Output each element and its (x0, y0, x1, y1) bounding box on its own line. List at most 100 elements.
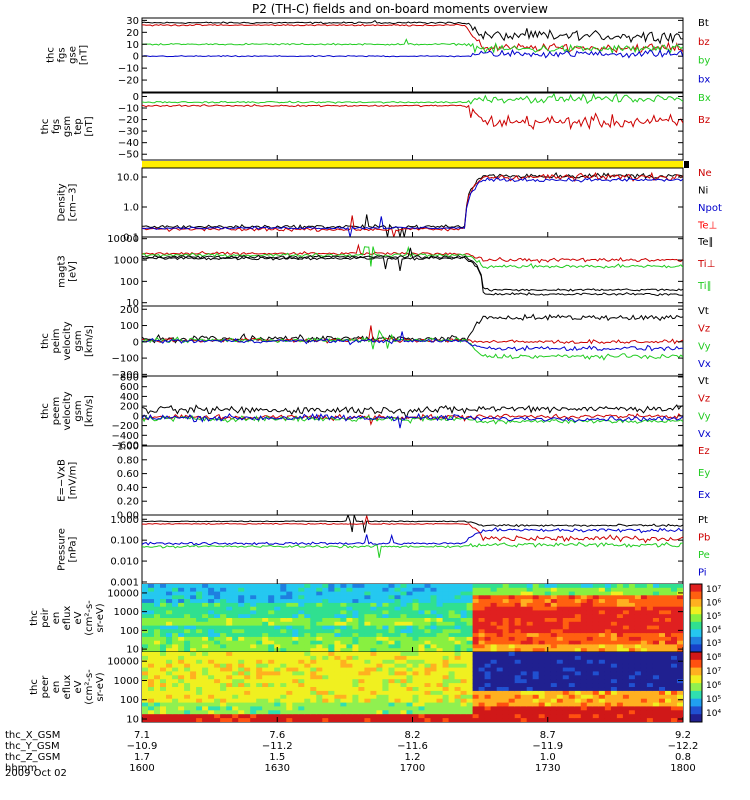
spectrogram-cell (610, 644, 618, 649)
spectrogram-cell (328, 621, 335, 627)
spectrogram-cell (268, 679, 275, 684)
spectrogram-cell (244, 636, 251, 642)
spectrogram-cell (671, 663, 678, 669)
spectrogram-cell (454, 648, 462, 652)
spectrogram-cell (574, 599, 582, 604)
spectrogram-cell (592, 683, 600, 688)
spectrogram-cell (214, 595, 221, 600)
spectrogram-cell (646, 633, 654, 638)
spectrogram-cell (268, 648, 275, 652)
spectrogram-cell (178, 667, 185, 673)
spectrogram-cell (665, 694, 672, 700)
footer-value: 1.5 (269, 752, 285, 763)
spectrogram-cell (208, 621, 215, 627)
spectrogram-cell (550, 621, 558, 627)
spectrogram-cell (268, 714, 275, 719)
spectrogram-cell (244, 640, 251, 646)
spectrogram-cell (388, 625, 396, 630)
spectrogram-cell (298, 690, 305, 696)
spectrogram-cell (514, 655, 522, 661)
spectrogram-cell (226, 659, 233, 665)
spectrogram-cell (659, 629, 666, 634)
spectrogram-cell (544, 710, 552, 715)
spectrogram-cell (665, 618, 672, 623)
spectrogram-cell (406, 629, 414, 634)
spectrogram-cell (586, 698, 594, 704)
spectrogram-cell (646, 675, 654, 680)
spectrogram-cell (671, 633, 678, 638)
spectrogram-cell (292, 587, 299, 593)
spectrogram-cell (562, 679, 570, 684)
spectrogram-cell (490, 625, 498, 630)
spectrogram-cell (142, 614, 149, 619)
spectrogram-cell (622, 671, 630, 676)
spectrogram-cell (316, 667, 323, 673)
spectrogram-cell (616, 652, 624, 657)
spectrogram-cell (634, 629, 642, 634)
spectrogram-cell (280, 648, 287, 652)
spectrogram-cell (671, 648, 678, 652)
spectrogram-cell (316, 602, 323, 608)
spectrogram-cell (478, 648, 486, 652)
spectrogram-cell (604, 599, 612, 604)
spectrogram-cell (262, 599, 269, 604)
spectrogram-cell (226, 706, 233, 711)
spectrogram-cell (178, 591, 185, 596)
spectrogram-cell (580, 606, 588, 612)
spectrogram-cell (208, 687, 215, 692)
spectrogram-cell (298, 595, 305, 600)
spectrogram-cell (280, 640, 287, 646)
spectrogram-cell (616, 599, 624, 604)
spectrogram-cell (496, 636, 504, 642)
spectrogram-cell (659, 694, 666, 700)
spectrogram-cell (448, 636, 456, 642)
spectrogram-cell (202, 663, 209, 669)
spectrogram-cell (514, 610, 522, 615)
spectrogram-cell (538, 710, 546, 715)
spectrogram-cell (394, 683, 402, 688)
spectrogram-cell (610, 629, 618, 634)
spectrogram-cell (556, 710, 564, 715)
spectrogram-cell (484, 710, 492, 715)
spectrogram-cell (142, 621, 149, 627)
spectrogram-cell (616, 644, 624, 649)
spectrogram-cell (250, 614, 257, 619)
spectrogram-cell (184, 629, 191, 634)
spectrogram-cell (334, 618, 341, 623)
spectrogram-cell (628, 698, 636, 704)
spectrogram-cell (466, 710, 474, 715)
spectrogram-cell (580, 687, 588, 692)
spectrogram-cell (322, 636, 329, 642)
series-group (142, 404, 683, 429)
spectrogram-cell (652, 679, 660, 684)
spectrogram-cell (526, 621, 534, 627)
spectrogram-cell (202, 694, 209, 700)
spectrogram-cell (340, 694, 347, 700)
spectrogram-cell (628, 644, 636, 649)
spectrogram-cell (659, 706, 666, 711)
spectrogram-cell (454, 714, 462, 719)
spectrogram-cell (652, 621, 660, 627)
spectrogram-cell (598, 640, 606, 646)
spectrogram-cell (514, 636, 522, 642)
spectrogram-cell (677, 629, 683, 634)
spectrogram-cell (310, 690, 317, 696)
spectrogram-cell (154, 602, 161, 608)
spectrogram-cell (202, 606, 209, 612)
y-tick-label: −40 (118, 138, 139, 149)
y-axis-label: eV (73, 680, 84, 693)
spectrogram-cell (352, 652, 359, 657)
spectrogram-cell (364, 667, 371, 673)
spectrogram-cell (412, 694, 420, 700)
legend-entry: Vt (698, 306, 709, 317)
spectrogram-cell (226, 690, 233, 696)
spectrogram-cell (628, 610, 636, 615)
spectrogram-cell (316, 690, 323, 696)
legend-entry: Ne (698, 168, 712, 179)
spectrogram-cell (466, 702, 474, 708)
spectrogram-cell (232, 625, 239, 630)
spectrogram-cell (208, 591, 215, 596)
spectrogram-cell (202, 659, 209, 665)
spectrogram-cell (436, 687, 444, 692)
spectrogram-cell (238, 591, 245, 596)
